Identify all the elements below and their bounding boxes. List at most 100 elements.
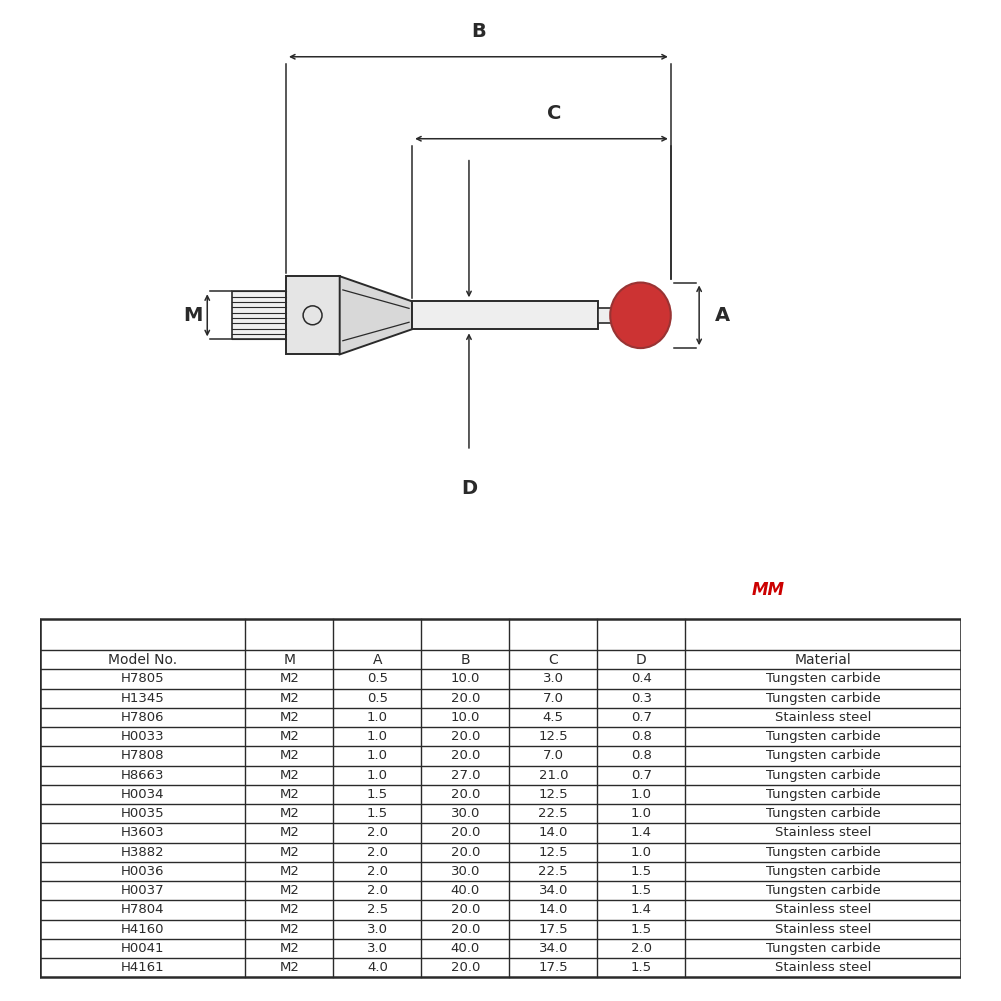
Text: 2.5: 2.5 <box>366 904 387 917</box>
Text: M2: M2 <box>279 807 299 820</box>
Text: 1.5: 1.5 <box>366 788 387 801</box>
Text: 0.5: 0.5 <box>366 673 387 686</box>
Text: 22.5: 22.5 <box>539 807 569 820</box>
Text: 2.0: 2.0 <box>366 865 387 878</box>
Text: 20.0: 20.0 <box>450 904 480 917</box>
Text: 17.5: 17.5 <box>539 923 569 936</box>
Text: MM: MM <box>752 582 784 599</box>
Text: 0.4: 0.4 <box>631 673 652 686</box>
Text: H0034: H0034 <box>121 788 164 801</box>
Text: Stainless steel: Stainless steel <box>775 961 871 974</box>
Text: D: D <box>460 479 477 498</box>
Text: H4161: H4161 <box>121 961 164 974</box>
Text: 12.5: 12.5 <box>539 730 569 743</box>
Text: 0.3: 0.3 <box>631 692 652 705</box>
Text: M2: M2 <box>279 788 299 801</box>
Text: H7804: H7804 <box>121 904 164 917</box>
Text: H3882: H3882 <box>121 846 164 859</box>
Text: 1.0: 1.0 <box>366 711 387 724</box>
Text: C: C <box>547 104 562 123</box>
Text: 34.0: 34.0 <box>539 884 568 897</box>
Text: H0041: H0041 <box>121 942 164 955</box>
Text: 12.5: 12.5 <box>539 788 569 801</box>
Bar <box>286 276 339 354</box>
Text: M2: M2 <box>279 692 299 705</box>
Text: H0035: H0035 <box>121 807 164 820</box>
Text: Tungsten carbide: Tungsten carbide <box>766 884 881 897</box>
Text: 2.0: 2.0 <box>366 827 387 840</box>
Text: M2: M2 <box>279 827 299 840</box>
Text: Tungsten carbide: Tungsten carbide <box>766 846 881 859</box>
Text: 2.0: 2.0 <box>366 846 387 859</box>
Text: M: M <box>184 306 203 324</box>
Text: 20.0: 20.0 <box>450 961 480 974</box>
Text: 40.0: 40.0 <box>450 884 479 897</box>
Text: A: A <box>372 653 382 667</box>
Text: M2: M2 <box>279 846 299 859</box>
Bar <box>232 291 286 339</box>
Text: H0036: H0036 <box>121 865 164 878</box>
Text: M2: M2 <box>279 961 299 974</box>
Text: 1.5: 1.5 <box>366 807 387 820</box>
Text: M: M <box>283 653 295 667</box>
Bar <box>599 307 618 323</box>
Text: 21.0: 21.0 <box>539 769 568 782</box>
Text: Tungsten carbide: Tungsten carbide <box>766 807 881 820</box>
Text: 4.5: 4.5 <box>543 711 564 724</box>
Text: M2: M2 <box>279 673 299 686</box>
Text: 1.0: 1.0 <box>631 846 652 859</box>
Text: 3.0: 3.0 <box>543 673 564 686</box>
Text: 1.5: 1.5 <box>631 884 652 897</box>
Text: H0037: H0037 <box>121 884 164 897</box>
Text: H7806: H7806 <box>121 711 164 724</box>
Text: 14.0: 14.0 <box>539 827 568 840</box>
Text: B: B <box>460 653 470 667</box>
Text: 1.0: 1.0 <box>631 807 652 820</box>
Text: 20.0: 20.0 <box>450 827 480 840</box>
Text: H7805: H7805 <box>121 673 164 686</box>
Text: 0.8: 0.8 <box>631 730 652 743</box>
Text: 17.5: 17.5 <box>539 961 569 974</box>
Text: 1.5: 1.5 <box>631 923 652 936</box>
Text: Model No.: Model No. <box>108 653 177 667</box>
Text: 1.0: 1.0 <box>631 788 652 801</box>
Text: 0.7: 0.7 <box>631 711 652 724</box>
Text: 20.0: 20.0 <box>450 846 480 859</box>
Text: Material: Material <box>795 653 852 667</box>
Text: H7808: H7808 <box>121 750 164 763</box>
Text: M2: M2 <box>279 730 299 743</box>
Text: 20.0: 20.0 <box>450 692 480 705</box>
Text: H8663: H8663 <box>121 769 164 782</box>
Text: 30.0: 30.0 <box>450 865 480 878</box>
Text: 1.4: 1.4 <box>631 904 652 917</box>
Text: 34.0: 34.0 <box>539 942 568 955</box>
Text: Stainless steel: Stainless steel <box>775 904 871 917</box>
Text: M2: M2 <box>279 769 299 782</box>
Bar <box>412 301 599 329</box>
Text: 30.0: 30.0 <box>450 807 480 820</box>
Text: 1.0: 1.0 <box>366 730 387 743</box>
Text: Tungsten carbide: Tungsten carbide <box>766 942 881 955</box>
Text: 20.0: 20.0 <box>450 788 480 801</box>
Text: Tungsten carbide: Tungsten carbide <box>766 750 881 763</box>
Text: 0.8: 0.8 <box>631 750 652 763</box>
Text: 0.5: 0.5 <box>366 692 387 705</box>
Text: D: D <box>636 653 647 667</box>
Text: M2: M2 <box>279 750 299 763</box>
Text: 0.7: 0.7 <box>631 769 652 782</box>
Text: Stainless steel: Stainless steel <box>775 827 871 840</box>
Polygon shape <box>339 276 412 354</box>
Text: 10.0: 10.0 <box>450 711 480 724</box>
Text: M2: M2 <box>279 904 299 917</box>
Text: H1345: H1345 <box>121 692 164 705</box>
Text: M2: M2 <box>279 942 299 955</box>
Text: 1.0: 1.0 <box>366 769 387 782</box>
Text: 14.0: 14.0 <box>539 904 568 917</box>
Text: A: A <box>715 306 730 324</box>
Text: Tungsten carbide: Tungsten carbide <box>766 730 881 743</box>
Text: M2: M2 <box>279 884 299 897</box>
Text: 1.4: 1.4 <box>631 827 652 840</box>
Text: M2: M2 <box>279 711 299 724</box>
Text: C: C <box>549 653 559 667</box>
Text: 1.0: 1.0 <box>366 750 387 763</box>
